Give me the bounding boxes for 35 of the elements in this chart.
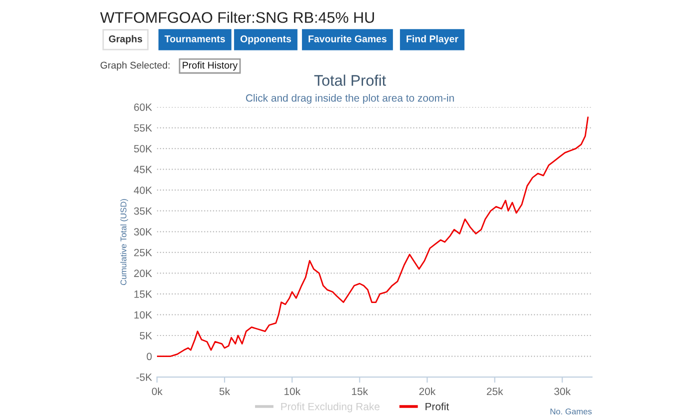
chart-subtitle: Click and drag inside the plot area to zoom-in [246,94,454,104]
y-tick-label: 55K [134,124,152,132]
chart-title: Total Profit [314,74,386,86]
legend-label: Profit [426,402,449,410]
x-tick-label: 0k [152,387,163,396]
text: Profit History [182,62,238,71]
y-tick-label: 40K [134,186,152,194]
line-series [157,116,589,357]
text: Favourite Games [308,35,386,42]
y-tick-label: 0 [146,352,152,360]
y-tick-label: 50K [134,145,152,152]
x-tick-label: 10k [284,387,301,396]
y-tick-label: 25K [134,248,152,256]
text: Graph Selected: [100,62,170,71]
text: Tournaments [164,36,225,42]
x-tick-label: 25k [486,387,504,396]
text: Opponents [240,35,292,44]
x-tick-label: 20k [419,387,436,396]
y-tick-label: 15K [134,290,152,298]
x-tick-label: 30k [554,387,571,396]
y-tick-label: 35K [134,207,152,215]
y-tick-label: -5K [136,374,152,381]
y-axis-title: Cumulative Total (USD) [120,199,128,286]
text: WTFOMFGOAO Filter:SNG RB:45% HU [100,12,374,23]
y-tick-label: 20K [134,270,152,278]
x-tick-label: 5k [219,387,230,396]
y-tick-label: 60K [134,104,152,111]
y-tick-label: 30K [134,228,152,236]
text: Graphs [108,35,142,44]
y-tick-label: 45K [134,166,152,174]
y-tick-label: 5K [140,332,152,340]
x-tick-label: 15k [352,387,368,396]
text: Find Player [406,35,458,44]
x-axis-title: No. Games [550,408,592,414]
y-tick-label: 10K [134,311,152,319]
